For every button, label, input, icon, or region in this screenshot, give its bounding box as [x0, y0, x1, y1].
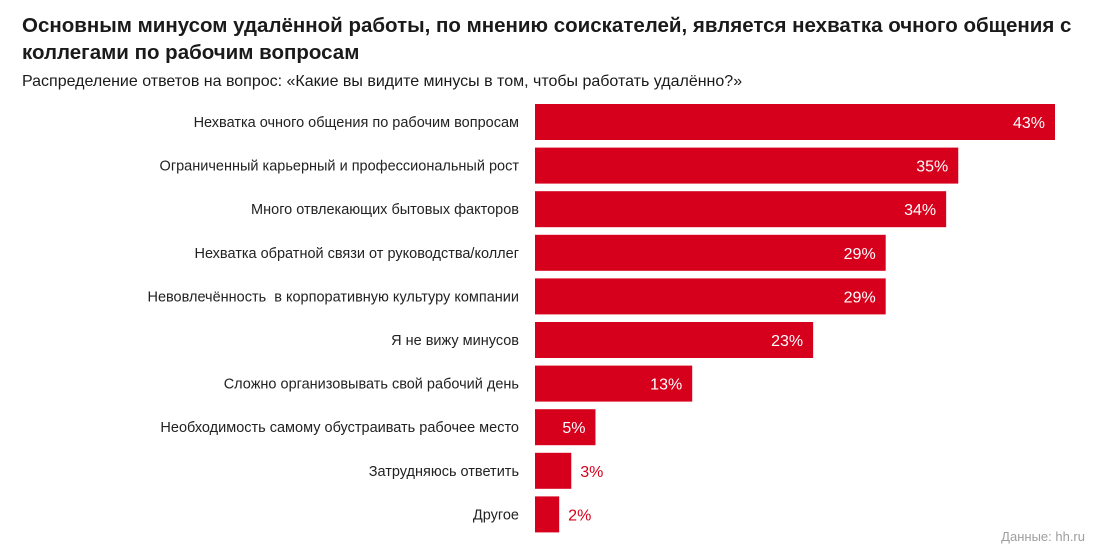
value-label: 43% — [1013, 115, 1045, 132]
category-label: Затрудняюсь ответить — [369, 464, 519, 480]
category-label: Необходимость самому обустраивать рабоче… — [160, 420, 519, 436]
value-label: 5% — [562, 420, 585, 437]
category-label: Невовлечённость в корпоративную культуру… — [147, 289, 519, 305]
bar — [535, 104, 1055, 140]
category-label: Другое — [473, 507, 519, 523]
bar — [535, 278, 886, 315]
category-label: Я не вижу минусов — [391, 333, 519, 349]
chart-title: Основным минусом удалённой работы, по мн… — [22, 14, 1072, 64]
bar — [535, 496, 560, 533]
value-label: 29% — [844, 289, 876, 306]
data-source: Данные: hh.ru — [1001, 529, 1085, 544]
value-label: 23% — [771, 333, 803, 350]
bar — [535, 234, 886, 271]
bars-group: Нехватка очного общения по рабочим вопро… — [147, 104, 1055, 533]
value-label: 13% — [650, 377, 682, 394]
category-label: Ограниченный карьерный и профессиональны… — [160, 159, 520, 175]
value-label: 3% — [580, 464, 603, 481]
bar — [535, 191, 947, 228]
category-label: Сложно организовывать свой рабочий день — [224, 377, 519, 393]
bar — [535, 452, 572, 489]
value-label: 2% — [568, 507, 591, 524]
category-label: Нехватка обратной связи от руководства/к… — [194, 246, 519, 262]
category-label: Нехватка очного общения по рабочим вопро… — [194, 115, 519, 131]
bar — [535, 322, 814, 358]
value-label: 35% — [916, 159, 948, 176]
category-label: Много отвлекающих бытовых факторов — [251, 202, 519, 218]
bar — [535, 365, 693, 402]
value-label: 29% — [844, 246, 876, 263]
chart-subtitle: Распределение ответов на вопрос: «Какие … — [22, 73, 743, 90]
value-label: 34% — [904, 202, 936, 219]
bar — [535, 409, 596, 446]
bar — [535, 147, 959, 184]
